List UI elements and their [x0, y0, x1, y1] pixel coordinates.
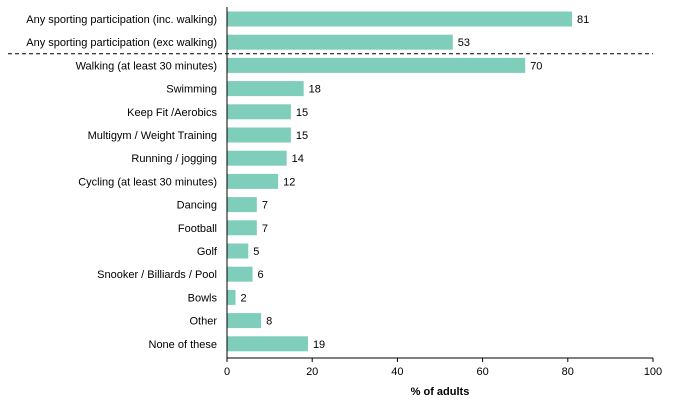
data-label: 6 — [258, 269, 264, 281]
category-label: Walking (at least 30 minutes) — [76, 60, 217, 72]
x-tick-label: 0 — [224, 366, 230, 378]
data-label: 19 — [313, 339, 325, 351]
data-label: 5 — [253, 246, 259, 258]
bar — [227, 336, 308, 352]
category-labels: Any sporting participation (inc. walking… — [26, 14, 218, 351]
bar — [227, 11, 573, 27]
bar — [227, 243, 249, 259]
bar — [227, 81, 304, 97]
data-label: 53 — [458, 37, 470, 49]
category-label: Golf — [197, 246, 218, 258]
x-tick-label: 60 — [476, 366, 488, 378]
bar — [227, 104, 291, 120]
category-label: None of these — [149, 339, 218, 351]
category-label: Cycling (at least 30 minutes) — [78, 176, 217, 188]
bar — [227, 197, 257, 213]
category-label: Snooker / Billiards / Pool — [97, 269, 217, 281]
data-label: 2 — [241, 292, 247, 304]
category-label: Swimming — [166, 84, 217, 96]
category-label: Bowls — [188, 292, 218, 304]
category-label: Other — [189, 316, 217, 328]
category-label: Running / jogging — [131, 153, 217, 165]
bar — [227, 313, 262, 329]
category-label: Any sporting participation (exc walking) — [26, 37, 217, 49]
x-tick-label: 80 — [562, 366, 574, 378]
category-label: Keep Fit /Aerobics — [127, 107, 217, 119]
bar — [227, 266, 253, 282]
data-label: 70 — [530, 60, 542, 72]
category-label: Dancing — [177, 200, 217, 212]
data-label: 15 — [296, 107, 308, 119]
bar — [227, 150, 287, 166]
bar — [227, 127, 291, 143]
data-label: 12 — [283, 176, 295, 188]
x-axis-ticks: 0 20 40 60 80 100 — [224, 358, 662, 378]
category-label: Any sporting participation (inc. walking… — [26, 14, 217, 26]
data-label: 81 — [577, 14, 589, 26]
bars-layer — [227, 11, 573, 352]
bar — [227, 289, 236, 305]
data-label: 18 — [309, 84, 321, 96]
bar — [227, 34, 453, 50]
x-tick-label: 40 — [391, 366, 403, 378]
x-tick-label: 100 — [644, 366, 662, 378]
data-label: 15 — [296, 130, 308, 142]
x-tick-label: 20 — [306, 366, 318, 378]
data-label: 7 — [262, 223, 268, 235]
data-label: 8 — [266, 316, 272, 328]
bar — [227, 57, 526, 73]
x-axis-title: % of adults — [411, 386, 470, 398]
bar — [227, 220, 257, 236]
bar — [227, 173, 279, 189]
category-label: Football — [178, 223, 217, 235]
category-label: Multigym / Weight Training — [88, 130, 217, 142]
data-label: 14 — [292, 153, 304, 165]
data-label: 7 — [262, 200, 268, 212]
